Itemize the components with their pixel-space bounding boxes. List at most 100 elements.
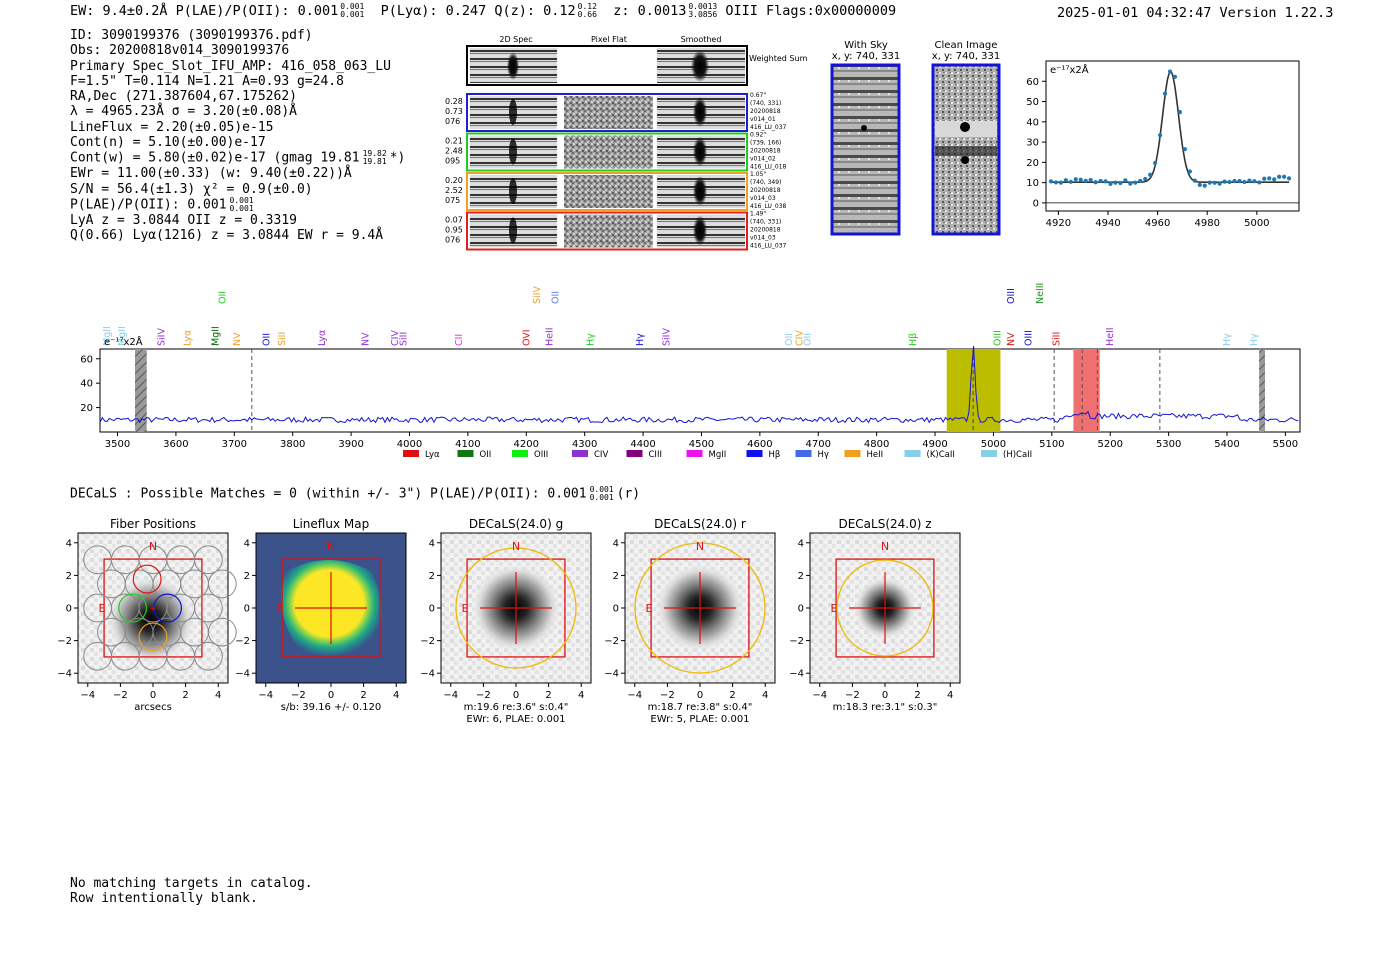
galaxy-image [106, 575, 196, 665]
x-tick-label: 4 [947, 690, 953, 701]
spectral-line-label: SiII [277, 332, 288, 346]
fiber-footprint [194, 545, 223, 575]
legend-swatch [844, 450, 861, 457]
legend-label: Lyα [425, 450, 440, 460]
sky-cutouts: With Sky x, y: 740, 331 Clean Image x, y… [830, 40, 1001, 236]
legend-label: (K)CaII [927, 450, 955, 460]
fiber-pixel-flat [564, 135, 653, 169]
fit-data-point [1083, 178, 1088, 183]
with-sky-image [830, 63, 901, 236]
fiber-row-left-label: 075 [445, 196, 460, 205]
fiber-footprint [207, 569, 237, 599]
spectral-line-label: OII [550, 291, 561, 304]
spectral-line-label: SiII [1051, 332, 1062, 346]
legend-label: CIII [649, 450, 662, 460]
fiber-row-right-label: (740, 331) [750, 219, 781, 226]
spectral-line-label: SiIV [156, 328, 167, 346]
decals-panel-title: DECaLS(24.0) r [654, 517, 746, 531]
x-tick-label: 4 [578, 690, 584, 701]
spectrum-x-tick-label: 5200 [1097, 439, 1122, 450]
x-tick-label: −2 [476, 690, 491, 701]
fit-data-point [1212, 180, 1217, 185]
east-label: E [462, 602, 469, 615]
y-tick-label: 2 [66, 571, 72, 582]
fiber-row-left-label: 2.52 [445, 186, 463, 195]
y-tick-label: 0 [798, 604, 804, 615]
search-box [103, 558, 203, 658]
fiber-footprint [207, 617, 237, 647]
y-tick-label: −2 [235, 636, 250, 647]
spectral-line-label: SiII [399, 332, 410, 346]
decals-panel-4: DECaLS(24.0) r N E −4 −4 −2 −2 0 0 2 2 4 4 m:18.7 re:… [604, 517, 776, 725]
spectrum-x-tick-label: 4300 [572, 439, 597, 450]
fiber-smoothed-source [693, 215, 707, 246]
fiber-row-right-label: (740, 331) [750, 100, 781, 107]
fiber-2d-source [509, 99, 517, 125]
decals-panel-title: DECaLS(24.0) z [838, 517, 931, 531]
decals-panel-1: Fiber Positions + N E −4 −4 −2 −2 0 0 2 2 4 4 arcsecs [57, 517, 237, 713]
spectrum-ylabel: e⁻¹⁷x2Å [104, 335, 143, 348]
x-tick-label: 2 [729, 690, 735, 701]
fiber-row-left-label: 0.20 [445, 176, 463, 185]
spectrum-x-tick-label: 3900 [338, 439, 363, 450]
legend-swatch [457, 450, 474, 457]
header-plae-sub: 0.001 [340, 10, 365, 19]
legend-label: OII [480, 450, 492, 460]
spectrum-x-tick-label: 4600 [747, 439, 772, 450]
full-spectrum-chart: MgII MgII SiIV Lyα MgII NV OII SiII Lyα NV CIVSiII… [80, 283, 1301, 460]
search-box [281, 558, 381, 658]
decals-panel-xlabel: m:18.3 re:3.1" s:0.3" [833, 702, 938, 713]
fit-data-point [1252, 179, 1257, 184]
fit-y-tick-label: 40 [1026, 117, 1039, 128]
y-tick-label: 4 [613, 538, 619, 549]
info-cont-n: Cont(n) = 5.10(±0.00)e-17 [70, 135, 266, 151]
legend-label: MgII [709, 450, 727, 460]
spectral-line-label: Hγ [635, 333, 646, 346]
fit-data-point [1058, 180, 1063, 185]
fit-y-tick-label: 0 [1033, 198, 1039, 209]
decals-panel-title: Fiber Positions [110, 517, 196, 531]
decals-panel-title: DECaLS(24.0) g [469, 517, 563, 531]
fiber-row-right-label: 416_LU_037 [750, 124, 787, 131]
fit-y-tick-label: 20 [1026, 158, 1039, 169]
decals-panels: Fiber Positions + N E −4 −4 −2 −2 0 0 2 2 4 4 arcsecs L… [57, 517, 961, 725]
fiber-pixel-flat [564, 175, 653, 208]
fit-data-point [1113, 180, 1118, 185]
fit-data-point [1143, 176, 1148, 182]
spectral-line-label: CIV [390, 330, 401, 346]
spectral-line-label: OVI [521, 329, 532, 346]
fiber-row-left-label: 2.48 [445, 147, 463, 156]
spectrum-x-tick-label: 5400 [1214, 439, 1239, 450]
spectral-line-label: SiIV [661, 328, 672, 346]
fiber-smoothed-source [693, 176, 707, 206]
fit-x-tick-label: 4960 [1145, 218, 1170, 229]
decals-panel-2: Lineflux Map N E −4 −4 −2 −2 0 0 2 2 4 4 s/b: 39.16 +… [235, 517, 407, 713]
fiber-row-left-label: 0.95 [445, 226, 463, 235]
weighted-sum-row: Weighted Sum [466, 45, 808, 86]
x-tick-label: −4 [812, 690, 827, 701]
fiber-row-left-label: 095 [445, 157, 460, 166]
selected-fiber [153, 593, 183, 623]
fit-data-point [1157, 133, 1163, 138]
spectral-line-label: Hγ [1249, 333, 1260, 346]
fit-data-point [1227, 179, 1232, 185]
decals-panel-3: DECaLS(24.0) g N E −4 −4 −2 −2 0 0 2 2 4 4 m:19.6 re:… [420, 517, 592, 725]
info-sn-chi2: S/N = 56.4(±1.3) χ² = 0.9(±0.0) [70, 181, 313, 197]
x-tick-label: −2 [291, 690, 306, 701]
east-label: E [646, 602, 653, 615]
col-label-pixel-flat: Pixel Flat [591, 35, 627, 44]
fiber-row-left-label: 076 [445, 117, 460, 126]
fit-x-tick-label: 4980 [1194, 218, 1219, 229]
fit-data-point [1073, 177, 1078, 182]
fiber-row-left-label: 0.07 [445, 216, 463, 225]
y-tick-label: −4 [604, 669, 619, 680]
y-tick-label: −2 [420, 636, 435, 647]
spectral-line-label: HeII [1105, 327, 1116, 346]
selected-fiber [132, 564, 162, 594]
x-tick-label: 4 [215, 690, 221, 701]
y-tick-label: 2 [798, 571, 804, 582]
fit-y-tick-label: 50 [1026, 97, 1039, 108]
y-tick-label: 0 [66, 604, 72, 615]
spectral-line-label: SiIV [532, 286, 543, 304]
